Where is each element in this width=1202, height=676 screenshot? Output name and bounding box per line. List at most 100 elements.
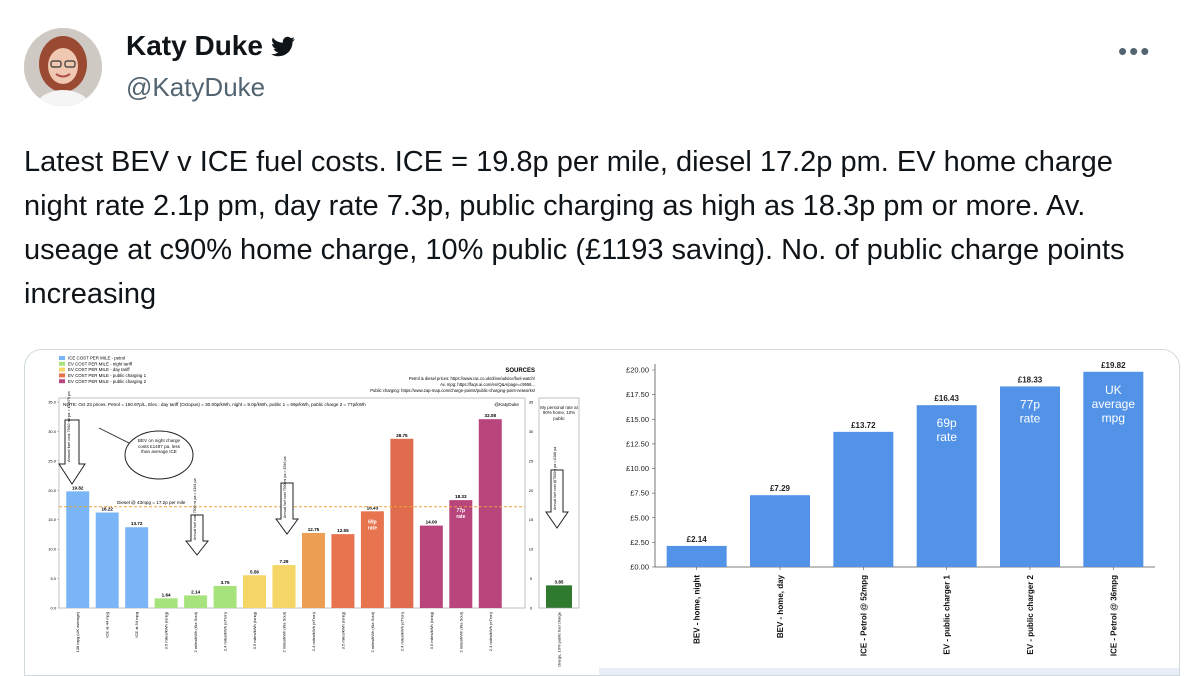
right-bar-inner-label: rate — [1020, 411, 1041, 425]
left-bar — [66, 491, 90, 608]
right-bar-inner-label: UK — [1105, 383, 1122, 397]
sources-line-3: Public charging: https://www.zap-map.com… — [370, 388, 536, 393]
left-chart-legend: ICE COST PER MILE - petrol EV COST PER MI… — [59, 356, 147, 384]
right-bar-value: £13.72 — [851, 421, 876, 430]
left-secondary-axis: 0 5 10 15 20 25 30 35 — [529, 400, 534, 611]
annual-label-4: Annual fuel cost @7500m pa = £286 pa — [553, 447, 557, 510]
left-bar — [449, 500, 473, 608]
secondary-tick-label: 25 — [529, 458, 534, 463]
right-bar-inner-label: mpg — [1102, 411, 1125, 425]
left-bar-value: 1.64 — [162, 592, 171, 597]
y-tick-label: 35.0 — [48, 400, 57, 405]
left-x-label: 3.5 miles/kWh (lonig) — [252, 611, 257, 649]
left-x-label: 2 miles/kWh (Kia Soul) — [370, 611, 375, 652]
left-bar — [272, 565, 296, 608]
more-icon[interactable]: ••• — [1118, 36, 1152, 66]
legend-swatch — [59, 356, 65, 360]
callout-text-box: BEV on night charge costs £1487 pa. less… — [138, 438, 180, 454]
left-bar — [546, 585, 572, 608]
right-bar — [916, 405, 977, 567]
legend-label: ICE COST PER MILE - petrol — [68, 356, 125, 361]
annual-arrow-4: Annual fuel cost @7500m pa = £286 pa — [545, 447, 569, 529]
sources-title: SOURCES — [505, 368, 535, 374]
right-bar — [1083, 371, 1144, 567]
right-x-label: EV - public charger 2 — [1026, 574, 1035, 654]
right-bar-inner-label: average — [1092, 397, 1136, 411]
secondary-tick-label: 5 — [530, 576, 533, 581]
y-tick-label: 25.0 — [48, 458, 57, 463]
right-bar-value: £16.43 — [934, 394, 959, 403]
credit-label: @KatyDuke — [494, 402, 519, 407]
right-y-tick-label: £15.00 — [626, 415, 649, 424]
y-tick-label: 20.0 — [48, 488, 57, 493]
secondary-tick-label: 20 — [529, 488, 534, 493]
author-name-row[interactable]: Katy Duke — [126, 30, 297, 62]
left-bar — [419, 525, 443, 608]
right-bar — [666, 545, 727, 567]
verified-badge-icon — [270, 36, 295, 57]
legend-swatch — [59, 373, 65, 378]
left-bar-value: 16.22 — [101, 507, 113, 512]
left-bar — [478, 419, 502, 608]
left-chart: ICE COST PER MILE - petrol EV COST PER MI… — [26, 350, 589, 675]
author-name[interactable]: Katy Duke — [126, 30, 263, 61]
left-bar-value: 12.55 — [337, 528, 349, 533]
left-bar-value: 28.75 — [396, 433, 408, 438]
right-bar-inner-label: 77p — [1020, 397, 1040, 411]
left-x-labels: 138 mpg (UK average) ICE at 44 mpg ICE at … — [75, 611, 561, 667]
diesel-label: Diesel @ 43mpg = 17.2p per mile — [117, 500, 186, 505]
secondary-tick-label: 35 — [529, 400, 534, 405]
left-x-label: 2.4 miles/kWh (eTron) — [399, 611, 404, 651]
right-x-label: BEV - home, day — [776, 574, 785, 638]
left-bar — [301, 532, 325, 608]
secondary-tick-label: 10 — [529, 547, 534, 552]
left-x-label: 2.4 miles/kWh (eTron) — [223, 611, 228, 651]
left-x-label: 2 miles/kWh (Kia Soul) — [193, 611, 198, 652]
y-tick-label: 30.0 — [48, 429, 57, 434]
right-x-label: BEV - home, night — [693, 575, 702, 644]
left-bar-value: 5.56 — [250, 569, 259, 574]
right-chart: £0.00 £2.50 £5.00 £7.50 £10.00 £12.50 £15.00 £1… — [599, 350, 1179, 675]
left-bar-value: 18.33 — [455, 494, 467, 499]
right-y-tick-label: £5.00 — [630, 513, 649, 522]
prices-note: NOTE: Oct 23 prices. Petrol = 150.97p/L,… — [63, 402, 366, 407]
legend-swatch — [59, 361, 65, 366]
left-bars: 19.82 16.22 13.72 1.64 2.14 3.75 5.56 7.29 12.75… — [66, 413, 572, 608]
left-x-label: 2.4 miles/kWh (eTron) — [488, 611, 493, 651]
avatar[interactable] — [24, 28, 102, 106]
left-x-label: ICE at 54 mpg — [134, 612, 139, 638]
left-bar-value: 7.29 — [280, 559, 289, 564]
legend-label: EV COST PER MILE - day tariff — [68, 367, 130, 372]
right-bar-inner-label: 69p — [937, 416, 957, 430]
rate-label-line: rate — [368, 525, 377, 531]
left-x-label: 2 miles/kWh (Kia Soul) — [282, 611, 287, 652]
legend-label: EV COST PER MILE - public charging 2 — [68, 379, 147, 384]
annual-label-2: Annual fuel cost 7500 mi pa = £161 pa — [193, 479, 197, 540]
left-bar — [184, 595, 208, 608]
right-y-tick-label: £17.50 — [626, 390, 649, 399]
annual-label-3: Annual fuel cost 7500 mi pa = £546 pa — [283, 457, 287, 518]
tweet-media[interactable]: ICE COST PER MILE - petrol EV COST PER MI… — [24, 349, 1180, 676]
rate-label-line: 77p — [456, 508, 465, 514]
left-bar — [154, 598, 178, 608]
rate-label-line: rate — [456, 514, 465, 520]
avatar-image — [24, 28, 102, 106]
right-bars: £2.14£7.29£13.72£16.4369prate£18.3377pra… — [666, 361, 1144, 567]
right-y-tick-label: £0.00 — [630, 563, 649, 572]
author-handle[interactable]: @KatyDuke — [126, 72, 266, 102]
left-bar — [360, 511, 384, 608]
left-x-label: ICE at 44 mpg — [105, 612, 110, 638]
left-bar — [243, 575, 267, 608]
right-bar-inner-label: rate — [936, 430, 957, 444]
right-y-tick-label: £7.50 — [630, 489, 649, 498]
right-bar-value: £18.33 — [1018, 375, 1043, 384]
left-bar-value: 13.72 — [131, 521, 143, 526]
left-bar — [331, 534, 355, 608]
right-x-label: EV - public charger 1 — [943, 574, 952, 654]
left-bar-value: 19.82 — [72, 485, 84, 490]
tweet-text: Latest BEV v ICE fuel costs. ICE = 19.8p… — [24, 146, 1125, 310]
left-bar-value: 2.14 — [191, 589, 200, 594]
right-bar-value: £19.82 — [1101, 361, 1126, 370]
right-y-tick-label: £20.00 — [626, 366, 649, 375]
secondary-tick-label: 0 — [530, 606, 533, 611]
